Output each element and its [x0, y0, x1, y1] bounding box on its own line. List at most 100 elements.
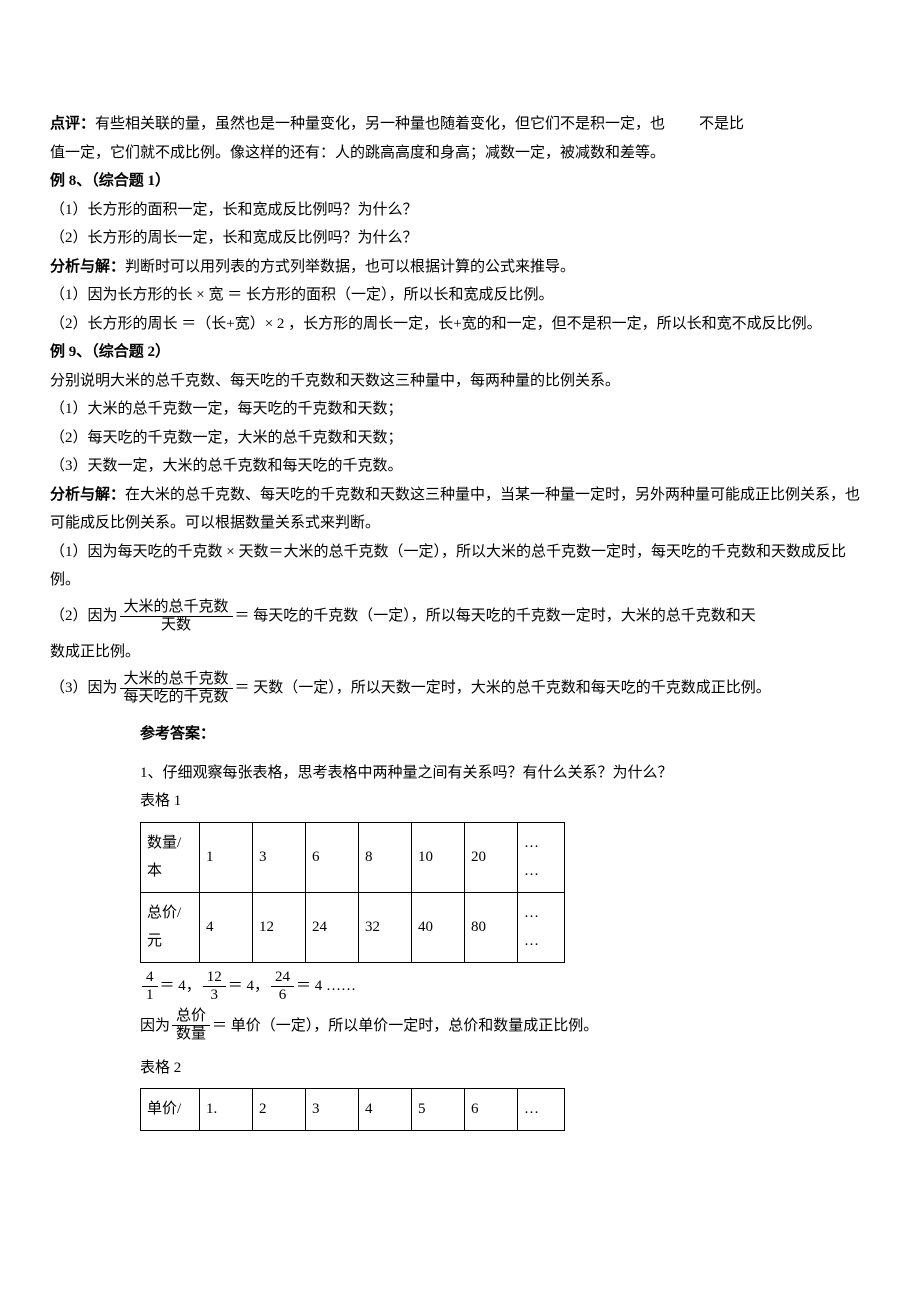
- fraction-numerator: 总价: [172, 1008, 210, 1025]
- fraction-numerator: 4: [142, 969, 158, 986]
- example-8-title: 例 8、（综合题 1）: [50, 167, 870, 196]
- table-cell: 24: [306, 892, 359, 962]
- ex9-a2-pre: （2）因为: [50, 602, 118, 631]
- concl-pre: 因为: [140, 1012, 170, 1041]
- eq-text: ＝ 4 ……: [296, 972, 356, 1001]
- question-1: 1、仔细观察每张表格，思考表格中两种量之间有关系吗？有什么关系？为什么？: [50, 759, 870, 788]
- table-row: 单价/ 1. 2 3 4 5 6 …: [141, 1089, 565, 1131]
- cell-text: 3: [306, 1095, 358, 1124]
- table-cell: 40: [412, 892, 465, 962]
- cell-text: 总价/: [147, 905, 181, 921]
- table-2-label: 表格 2: [50, 1054, 870, 1083]
- table-row: 总价/元 4 12 24 32 40 80 … …: [141, 892, 565, 962]
- cell-text: 2: [253, 1095, 305, 1124]
- table-1-conclusion: 因为 总价 数量 ＝ 单价（一定），所以单价一定时，总价和数量成正比例。: [50, 1008, 870, 1044]
- cell-text: 80: [465, 913, 517, 942]
- table-cell: 32: [359, 892, 412, 962]
- cell-text: 数量/: [147, 835, 181, 851]
- table-cell: 80: [465, 892, 518, 962]
- table-cell: 8: [359, 822, 412, 892]
- example-8-analysis: 分析与解：判断时可以用列表的方式列举数据，也可以根据计算的公式来推导。: [50, 253, 870, 282]
- fraction-denominator: 6: [271, 986, 294, 1004]
- answers-heading: 参考答案：: [50, 720, 870, 749]
- analysis-text: 判断时可以用列表的方式列举数据，也可以根据计算的公式来推导。: [125, 259, 575, 275]
- example-9-a1: （1）因为每天吃的千克数 × 天数＝大米的总千克数（一定），所以大米的总千克数一…: [50, 538, 870, 595]
- table-1-ratios: 4 1 ＝ 4， 12 3 ＝ 4， 24 6 ＝ 4 ……: [50, 969, 870, 1005]
- table-cell: …: [518, 1089, 565, 1131]
- cell-text: 20: [465, 843, 517, 872]
- fraction-denominator: 3: [203, 986, 226, 1004]
- fraction-denominator: 天数: [120, 616, 233, 634]
- fraction-denominator: 1: [142, 986, 158, 1004]
- cell-text: 24: [306, 913, 358, 942]
- cell-text: 8: [359, 843, 411, 872]
- eq-text: ＝ 4，: [228, 972, 269, 1001]
- analysis-label: 分析与解：: [50, 259, 125, 275]
- cell-text: …: [524, 835, 539, 851]
- table-1-wrap: 数量/本 1 3 6 8 10 20 …… 总价/元 4 12 24 32 40…: [50, 822, 870, 963]
- table-cell: 4: [359, 1089, 412, 1131]
- cell-text: 6: [306, 843, 358, 872]
- cell-text: …: [518, 1095, 564, 1124]
- fraction-numerator: 24: [271, 969, 294, 986]
- fraction-4-1: 4 1: [142, 969, 158, 1005]
- ex9-a2-post: ＝ 每天吃的千克数（一定），所以每天吃的千克数一定时，大米的总千克数和天: [235, 602, 756, 631]
- cell-text: 6: [465, 1095, 517, 1124]
- table-cell-header: 总价/元: [141, 892, 200, 962]
- table-cell: 5: [412, 1089, 465, 1131]
- cell-text: …: [524, 905, 539, 921]
- fraction-24-6: 24 6: [271, 969, 294, 1005]
- table-cell: 2: [253, 1089, 306, 1131]
- example-9-analysis: 分析与解：在大米的总千克数、每天吃的千克数和天数这三种量中，当某一种量一定时，另…: [50, 481, 870, 538]
- cell-text: …: [524, 933, 539, 949]
- table-cell: 6: [306, 822, 359, 892]
- table-1: 数量/本 1 3 6 8 10 20 …… 总价/元 4 12 24 32 40…: [140, 822, 565, 963]
- cell-text: 12: [253, 913, 305, 942]
- ex9-a2-end: 数成正比例。: [50, 638, 870, 667]
- table-cell: 3: [253, 822, 306, 892]
- example-9-q2: （2）每天吃的千克数一定，大米的总千克数和天数；: [50, 424, 870, 453]
- example-9-q3: （3）天数一定，大米的总千克数和每天吃的千克数。: [50, 452, 870, 481]
- concl-post: ＝ 单价（一定），所以单价一定时，总价和数量成正比例。: [212, 1012, 598, 1041]
- ex9-a3-pre: （3）因为: [50, 674, 118, 703]
- fraction-total-over-days: 大米的总千克数 天数: [120, 599, 233, 635]
- cell-text: 10: [412, 843, 464, 872]
- example-8-a2: （2）长方形的周长 ＝（长+宽）× 2 ，长方形的周长一定，长+宽的和一定，但不…: [50, 310, 870, 339]
- eq-text: ＝ 4，: [160, 972, 201, 1001]
- fraction-numerator: 12: [203, 969, 226, 986]
- fraction-denominator: 每天吃的千克数: [120, 688, 233, 706]
- example-8-a1: （1）因为长方形的长 × 宽 ＝ 长方形的面积（一定），所以长和宽成反比例。: [50, 281, 870, 310]
- table-cell: 10: [412, 822, 465, 892]
- cell-text: 本: [147, 863, 162, 879]
- example-9-a3-row: （3）因为 大米的总千克数 每天吃的千克数 ＝ 天数（一定），所以天数一定时，大…: [50, 671, 870, 707]
- cell-text: …: [524, 863, 539, 879]
- cell-text: 32: [359, 913, 411, 942]
- cell-text: 4: [200, 913, 252, 942]
- table-cell: 6: [465, 1089, 518, 1131]
- fraction-numerator: 大米的总千克数: [120, 671, 233, 688]
- cell-text: 40: [412, 913, 464, 942]
- fraction-numerator: 大米的总千克数: [120, 599, 233, 616]
- cell-text: 3: [253, 843, 305, 872]
- table-cell: 1.: [200, 1089, 253, 1131]
- example-9-q1: （1）大米的总千克数一定，每天吃的千克数和天数；: [50, 395, 870, 424]
- example-8-q1: （1）长方形的面积一定，长和宽成反比例吗？为什么？: [50, 196, 870, 225]
- cell-text: 1: [200, 843, 252, 872]
- table-2: 单价/ 1. 2 3 4 5 6 …: [140, 1088, 565, 1131]
- review-line-1: 点评：有些相关联的量，虽然也是一种量变化，另一种量也随着变化，但它们不是积一定，…: [50, 110, 870, 139]
- table-2-wrap: 单价/ 1. 2 3 4 5 6 …: [50, 1088, 870, 1131]
- table-row: 数量/本 1 3 6 8 10 20 ……: [141, 822, 565, 892]
- fraction-denominator: 数量: [172, 1025, 210, 1043]
- example-9-intro: 分别说明大米的总千克数、每天吃的千克数和天数这三种量中，每两种量的比例关系。: [50, 367, 870, 396]
- cell-text: 元: [147, 933, 162, 949]
- fraction-price-qty: 总价 数量: [172, 1008, 210, 1044]
- table-cell-header: 数量/本: [141, 822, 200, 892]
- fraction-12-3: 12 3: [203, 969, 226, 1005]
- table-cell: 4: [200, 892, 253, 962]
- review-line-2: 值一定，它们就不成比例。像这样的还有：人的跳高高度和身高；减数一定，被减数和差等…: [50, 139, 870, 168]
- fraction-total-over-perday: 大米的总千克数 每天吃的千克数: [120, 671, 233, 707]
- example-8-q2: （2）长方形的周长一定，长和宽成反比例吗？为什么？: [50, 224, 870, 253]
- table-cell: 20: [465, 822, 518, 892]
- cell-text: 单价/: [141, 1095, 199, 1124]
- table-cell: ……: [518, 822, 565, 892]
